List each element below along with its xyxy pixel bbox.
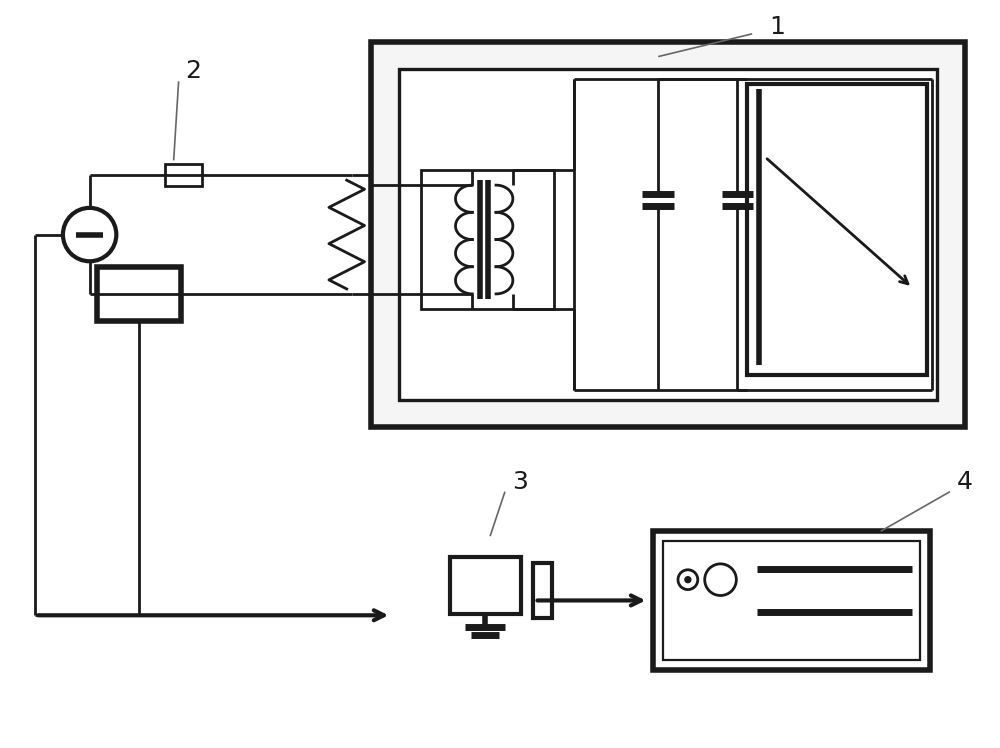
FancyBboxPatch shape: [533, 563, 552, 618]
Text: 2: 2: [185, 59, 201, 84]
Text: 4: 4: [957, 470, 973, 494]
FancyBboxPatch shape: [371, 42, 965, 427]
FancyBboxPatch shape: [450, 557, 521, 614]
Circle shape: [685, 577, 691, 583]
FancyBboxPatch shape: [653, 531, 930, 669]
FancyBboxPatch shape: [421, 171, 554, 309]
FancyBboxPatch shape: [165, 165, 202, 186]
Text: 3: 3: [512, 470, 528, 494]
Text: 1: 1: [769, 15, 785, 39]
FancyBboxPatch shape: [747, 85, 927, 375]
FancyBboxPatch shape: [663, 541, 920, 660]
FancyBboxPatch shape: [97, 267, 181, 321]
FancyBboxPatch shape: [399, 70, 937, 399]
